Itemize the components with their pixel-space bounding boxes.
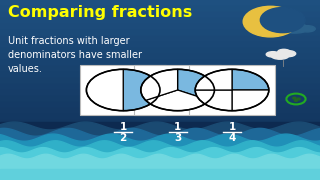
Ellipse shape <box>275 25 294 32</box>
Circle shape <box>141 69 214 111</box>
Bar <box>0 78 320 84</box>
Ellipse shape <box>280 51 296 57</box>
Bar <box>0 66 320 72</box>
Circle shape <box>293 97 296 99</box>
Circle shape <box>294 100 298 101</box>
Circle shape <box>86 69 160 111</box>
Bar <box>0 108 320 114</box>
Bar <box>0 174 320 180</box>
Bar <box>0 150 320 156</box>
Bar <box>0 132 320 138</box>
Wedge shape <box>141 69 178 100</box>
Ellipse shape <box>278 49 290 54</box>
Bar <box>0 114 320 120</box>
Wedge shape <box>86 69 123 111</box>
Ellipse shape <box>266 52 280 57</box>
Text: 4: 4 <box>228 133 236 143</box>
Bar <box>0 90 320 96</box>
Wedge shape <box>178 69 214 100</box>
FancyBboxPatch shape <box>189 65 275 115</box>
Bar <box>0 126 320 132</box>
Text: Unit fractions with larger
denominators have smaller
values.: Unit fractions with larger denominators … <box>8 36 142 74</box>
Bar <box>0 120 320 126</box>
Bar <box>0 0 320 6</box>
Ellipse shape <box>283 28 306 33</box>
Circle shape <box>297 98 300 100</box>
Text: 1: 1 <box>120 122 127 132</box>
Text: 1: 1 <box>174 122 181 132</box>
Ellipse shape <box>289 24 307 30</box>
Bar <box>0 60 320 66</box>
Bar <box>0 122 320 180</box>
Bar <box>0 144 320 150</box>
Bar <box>0 54 320 60</box>
Bar <box>0 6 320 12</box>
Bar <box>0 36 320 42</box>
Wedge shape <box>146 90 210 111</box>
Bar <box>0 48 320 54</box>
Ellipse shape <box>299 26 315 32</box>
FancyBboxPatch shape <box>80 65 166 115</box>
FancyBboxPatch shape <box>134 65 221 115</box>
Bar <box>0 168 320 174</box>
Bar <box>0 138 320 144</box>
Circle shape <box>195 69 269 111</box>
Bar <box>0 169 320 180</box>
Text: 1: 1 <box>228 122 236 132</box>
Text: Comparing fractions: Comparing fractions <box>8 5 192 20</box>
Circle shape <box>243 6 298 37</box>
Bar <box>0 24 320 30</box>
Bar <box>0 72 320 78</box>
Wedge shape <box>232 69 269 90</box>
Bar <box>0 102 320 108</box>
Bar <box>0 96 320 102</box>
Text: 3: 3 <box>174 133 181 143</box>
Bar <box>0 42 320 48</box>
Wedge shape <box>195 90 232 111</box>
Text: 2: 2 <box>120 133 127 143</box>
Bar <box>0 156 320 162</box>
Ellipse shape <box>271 52 289 59</box>
Wedge shape <box>232 90 269 111</box>
Bar <box>0 30 320 36</box>
Circle shape <box>260 8 305 33</box>
Bar <box>0 162 320 168</box>
Bar <box>0 84 320 90</box>
Wedge shape <box>195 69 232 90</box>
Bar <box>0 12 320 18</box>
Wedge shape <box>123 69 160 111</box>
Bar <box>0 18 320 24</box>
